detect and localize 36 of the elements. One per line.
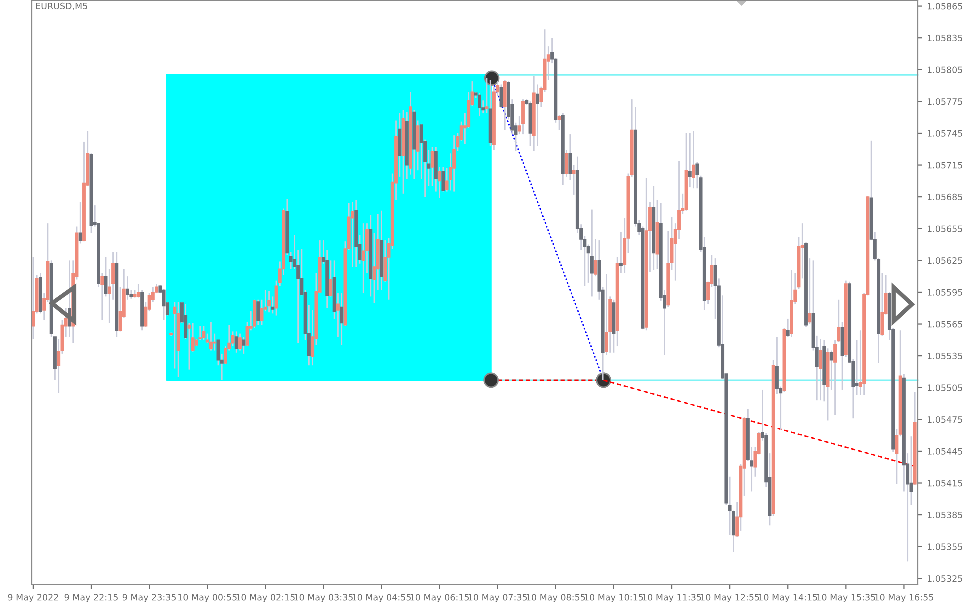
- y-tick-label: 1.05865: [928, 3, 962, 10]
- x-tick-label: 10 May 08:55: [526, 594, 586, 602]
- x-tick-label: 10 May 15:35: [817, 594, 876, 602]
- y-tick-label: 1.05805: [928, 66, 962, 74]
- y-tick-label: 1.05475: [928, 416, 962, 424]
- y-tick-label: 1.05505: [928, 384, 962, 392]
- x-tick-label: 10 May 02:15: [236, 594, 295, 602]
- x-tick-label: 10 May 07:35: [468, 594, 528, 602]
- x-tick-label: 10 May 11:35: [642, 594, 702, 602]
- x-tick-label: 9 May 22:15: [64, 594, 118, 602]
- y-tick-label: 1.05835: [928, 34, 962, 42]
- y-tick-label: 1.05775: [928, 98, 962, 106]
- y-tick-label: 1.05715: [928, 162, 962, 169]
- y-tick-label: 1.05535: [928, 352, 962, 360]
- x-tick-label: 10 May 04:55: [352, 594, 411, 602]
- x-tick-label: 9 May 23:35: [122, 594, 176, 602]
- x-tick-label: 10 May 12:55: [701, 594, 760, 602]
- chart-title: EURUSD,M5: [36, 2, 88, 10]
- y-tick-label: 1.05415: [928, 480, 962, 487]
- y-tick-label: 1.05385: [928, 512, 962, 518]
- x-tick-label: 10 May 16:55: [875, 594, 934, 602]
- x-tick-label: 10 May 14:15: [759, 594, 818, 602]
- x-tick-label: 10 May 03:35: [294, 594, 353, 602]
- y-tick-label: 1.05595: [928, 289, 962, 296]
- y-tick-label: 1.05745: [928, 130, 962, 137]
- x-tick-label: 10 May 10:15: [584, 594, 644, 602]
- y-tick-label: 1.05325: [928, 575, 962, 582]
- y-tick-label: 1.05685: [928, 194, 962, 201]
- y-tick-label: 1.05355: [928, 544, 962, 550]
- x-tick-label: 9 May 2022: [8, 594, 58, 602]
- y-tick-label: 1.05655: [928, 226, 962, 232]
- x-tick-label: 10 May 06:15: [410, 594, 470, 602]
- x-tick-label: 10 May 00:55: [178, 594, 237, 602]
- y-tick-label: 1.05565: [928, 321, 962, 328]
- y-tick-label: 1.05625: [928, 258, 962, 264]
- y-tick-label: 1.05445: [928, 448, 962, 455]
